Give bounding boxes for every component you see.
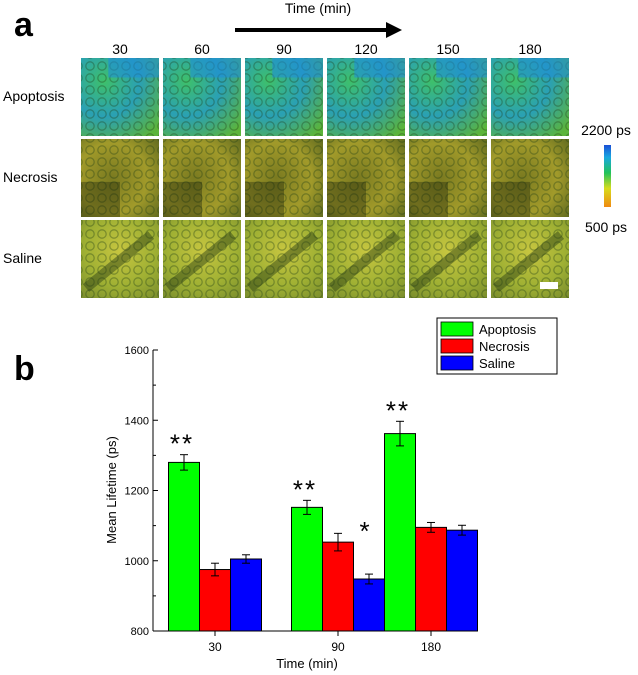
microscopy-tile (81, 220, 159, 298)
x-tick-label: 90 (331, 640, 345, 654)
row-label-apoptosis: Apoptosis (3, 88, 64, 104)
bar-apoptosis (168, 461, 200, 632)
y-tick-label: 1000 (125, 556, 149, 568)
microscopy-tile (327, 58, 405, 136)
scale-bar (540, 282, 558, 289)
microscopy-tile (491, 139, 569, 217)
microscopy-tile (245, 58, 323, 136)
microscopy-tile (163, 58, 241, 136)
microscopy-tile (81, 139, 159, 217)
legend-swatch (440, 355, 474, 371)
legend-label: Necrosis (479, 339, 530, 354)
timepoint-label: 150 (436, 41, 460, 57)
bar-saline (353, 578, 385, 632)
microscopy-tile (245, 139, 323, 217)
bar-apoptosis (384, 433, 416, 632)
time-axis-label: Time (min) (285, 0, 351, 16)
bar-necrosis (415, 526, 447, 632)
timepoint-label: 90 (276, 41, 292, 57)
bar-saline (446, 529, 478, 632)
y-tick-label: 800 (131, 626, 149, 638)
timepoint-label: 30 (112, 41, 128, 57)
bar-apoptosis (291, 506, 323, 632)
row-label-saline: Saline (3, 250, 42, 266)
y-tick-label: 1200 (125, 486, 149, 498)
y-tick-label: 1400 (125, 415, 149, 427)
significance-marker: * (359, 516, 371, 546)
microscopy-tile (409, 139, 487, 217)
panel-a-label: a (14, 6, 33, 44)
y-tick-label: 1600 (125, 345, 149, 357)
timepoint-label: 120 (354, 41, 378, 57)
significance-marker: ** (386, 395, 410, 425)
microscopy-tile (327, 220, 405, 298)
legend: Apoptosis Necrosis Saline (436, 317, 558, 375)
bar-saline (230, 558, 262, 632)
bar-necrosis (322, 541, 354, 632)
microscopy-tile (409, 220, 487, 298)
y-axis-label: Mean Lifetime (ps) (104, 436, 119, 544)
microscopy-tile (327, 139, 405, 217)
significance-marker: ** (170, 429, 194, 459)
colorbar-max-label: 2200 ps (581, 122, 631, 138)
timepoint-label: 180 (518, 41, 542, 57)
bar-necrosis (199, 569, 231, 632)
colorbar (604, 145, 611, 207)
microscopy-tile (81, 58, 159, 136)
x-tick-label: 180 (421, 640, 441, 654)
colorbar-min-label: 500 ps (585, 219, 627, 235)
x-tick-label: 30 (208, 640, 222, 654)
time-arrow-head (386, 22, 402, 38)
legend-swatch (440, 338, 474, 354)
legend-label: Saline (479, 356, 515, 371)
row-label-necrosis: Necrosis (3, 169, 57, 185)
microscopy-tile (163, 139, 241, 217)
panel-b-label: b (14, 350, 35, 388)
legend-label: Apoptosis (479, 322, 537, 337)
microscopy-tile (163, 220, 241, 298)
microscopy-tile (491, 58, 569, 136)
microscopy-tile (245, 220, 323, 298)
timepoint-label: 60 (194, 41, 210, 57)
x-axis-label: Time (min) (276, 656, 338, 671)
microscopy-tile (409, 58, 487, 136)
legend-swatch (440, 321, 474, 337)
significance-marker: ** (293, 474, 317, 504)
